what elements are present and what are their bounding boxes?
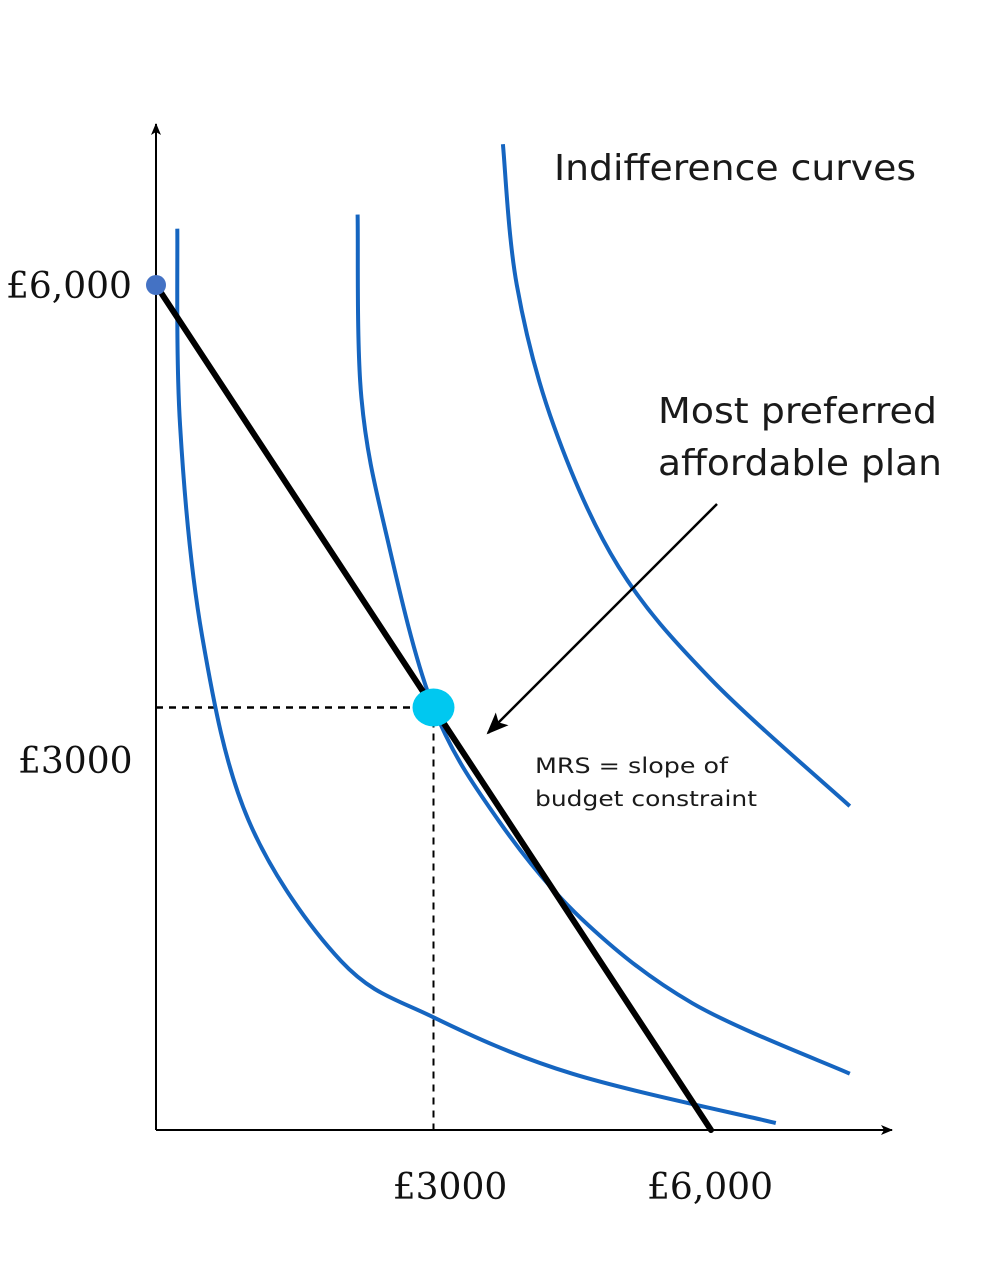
indifference-curves-label: Indifference curves	[554, 148, 916, 189]
x-tick-label-6000: £6,000	[647, 1167, 773, 1208]
optimum-point	[412, 688, 455, 727]
budget-intercept-dot	[146, 275, 166, 295]
optimum-pointer-arrow	[486, 503, 718, 735]
y-tick-label-6000: £6,000	[6, 266, 132, 307]
mrs-note: MRS = slope of budget constraint	[535, 754, 757, 811]
y-tick-label-3000: £3000	[18, 741, 133, 782]
indifference-curve-1	[175, 228, 777, 1125]
indifference-curve-2	[355, 214, 851, 1076]
optimum-label: Most preferred affordable plan	[658, 391, 948, 484]
indifference-curve-3	[500, 144, 852, 808]
x-tick-label-3000: £3000	[393, 1167, 508, 1208]
indifference-curves	[175, 144, 852, 1125]
